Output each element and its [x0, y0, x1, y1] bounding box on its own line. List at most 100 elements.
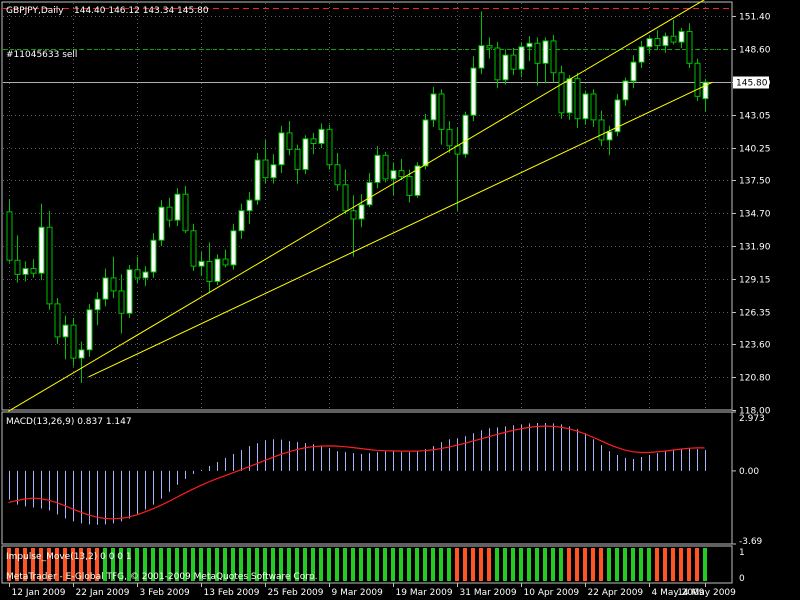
bull-candle: [278, 132, 285, 166]
x-tick-label: 3 Feb 2009: [140, 588, 191, 598]
impulse-down-bar: [455, 548, 459, 581]
x-tick-label: 10 Apr 2009: [524, 588, 580, 598]
impulse-up-bar: [175, 548, 179, 581]
x-tick-label: 12 Jan 2009: [12, 588, 66, 598]
bull-candle: [630, 61, 637, 82]
impulse-down-bar: [79, 548, 83, 581]
impulse-down-bar: [479, 548, 483, 581]
impulse-down-bar: [671, 548, 675, 581]
bear-candle: [286, 132, 293, 150]
impulse-up-bar: [319, 548, 323, 581]
trendline-1[interactable]: [8, 0, 713, 412]
impulse-up-bar: [239, 548, 243, 581]
bear-candle: [574, 78, 581, 120]
impulse-up-bar: [415, 548, 419, 581]
bear-candle: [654, 38, 661, 47]
impulse-up-bar: [111, 548, 115, 581]
bear-candle: [334, 164, 341, 186]
impulse-up-bar: [375, 548, 379, 581]
bull-candle: [526, 42, 533, 48]
x-tick-label: 19 Mar 2009: [396, 588, 453, 598]
trendline-2[interactable]: [88, 81, 713, 378]
bear-candle: [558, 72, 565, 114]
price-y-tick-label: 137.50: [739, 177, 771, 187]
bear-candle: [686, 30, 693, 64]
impulse-up-bar: [623, 548, 627, 581]
impulse-down-bar: [23, 548, 27, 581]
impulse-down-bar: [63, 548, 67, 581]
impulse-up-bar: [223, 548, 227, 581]
x-tick-label: 31 Mar 2009: [460, 588, 517, 598]
bear-candle: [534, 42, 541, 64]
impulse-up-bar: [631, 548, 635, 581]
impulse-up-bar: [335, 548, 339, 581]
bull-candle: [94, 298, 101, 311]
impulse-y-tick-label: 0: [739, 574, 745, 584]
bear-candle: [446, 128, 453, 147]
impulse-panel[interactable]: 10 Impulse_Move(13,2) 0 0 0 1 MetaTrader…: [1, 545, 745, 584]
impulse-up-bar: [247, 548, 251, 581]
bear-candle: [550, 40, 557, 74]
bull-candle: [662, 35, 669, 47]
impulse-bars: [7, 548, 707, 581]
impulse-up-bar: [383, 548, 387, 581]
macd-y-tick-label: 2.973: [739, 414, 765, 424]
bear-candle: [70, 324, 77, 359]
bull-candle: [374, 154, 381, 183]
impulse-down-bar: [55, 548, 59, 581]
macd-y-tick-label: -3.69: [739, 537, 763, 547]
impulse-up-bar: [207, 548, 211, 581]
bull-candle: [566, 78, 573, 114]
impulse-up-bar: [343, 548, 347, 581]
x-tick-label: 25 Feb 2009: [268, 588, 324, 598]
bull-candle: [422, 119, 429, 167]
trendlines[interactable]: [8, 0, 713, 412]
price-y-tick-label: 148.60: [739, 46, 771, 56]
order-label: #11045633 sell: [6, 50, 77, 60]
bull-candle: [606, 131, 613, 141]
impulse-up-bar: [287, 548, 291, 581]
impulse-label: Impulse_Move(13,2) 0 0 0 1: [6, 552, 132, 562]
bull-candle: [62, 324, 69, 338]
impulse-up-bar: [511, 548, 515, 581]
bear-candle: [182, 193, 189, 232]
bear-candle: [134, 269, 141, 279]
impulse-down-bar: [567, 548, 571, 581]
macd-histogram: [9, 422, 706, 525]
impulse-down-bar: [39, 548, 43, 581]
bull-candle: [254, 159, 261, 201]
bull-candle: [126, 269, 133, 314]
bear-candle: [382, 154, 389, 180]
bull-candle: [78, 349, 85, 359]
current-price-box: [733, 76, 769, 89]
macd-panel[interactable]: 2.973 0.00 -3.69 MACD(13,26,9) 0.837 1.147: [1, 411, 765, 547]
impulse-up-bar: [191, 548, 195, 581]
bear-candle: [510, 54, 517, 70]
bull-candle: [646, 38, 653, 48]
bull-candle: [478, 45, 485, 69]
bear-candle: [670, 35, 677, 43]
impulse-up-bar: [279, 548, 283, 581]
price-panel-frame: [1, 1, 733, 411]
price-y-tick-label: 126.35: [739, 309, 771, 319]
current-price-label: 145.80: [736, 79, 768, 89]
impulse-down-bar: [31, 548, 35, 581]
impulse-y-axis: 10: [739, 548, 745, 584]
price-panel[interactable]: 151.40 148.60 145.80 143.05 140.25 137.50 134.…: [1, 0, 771, 417]
impulse-down-bar: [87, 548, 91, 581]
bear-candle: [398, 170, 405, 178]
price-y-tick-label: 118.00: [739, 407, 771, 417]
impulse-down-bar: [15, 548, 19, 581]
impulse-up-bar: [127, 548, 131, 581]
impulse-down-bar: [655, 548, 659, 581]
bear-candle: [494, 47, 501, 81]
bull-candle: [542, 40, 549, 64]
impulse-down-bar: [471, 548, 475, 581]
impulse-up-bar: [143, 548, 147, 581]
impulse-up-bar: [703, 548, 707, 581]
impulse-up-bar: [255, 548, 259, 581]
candles: [6, 11, 709, 383]
bear-candle: [190, 230, 197, 267]
bear-candle: [350, 210, 357, 220]
